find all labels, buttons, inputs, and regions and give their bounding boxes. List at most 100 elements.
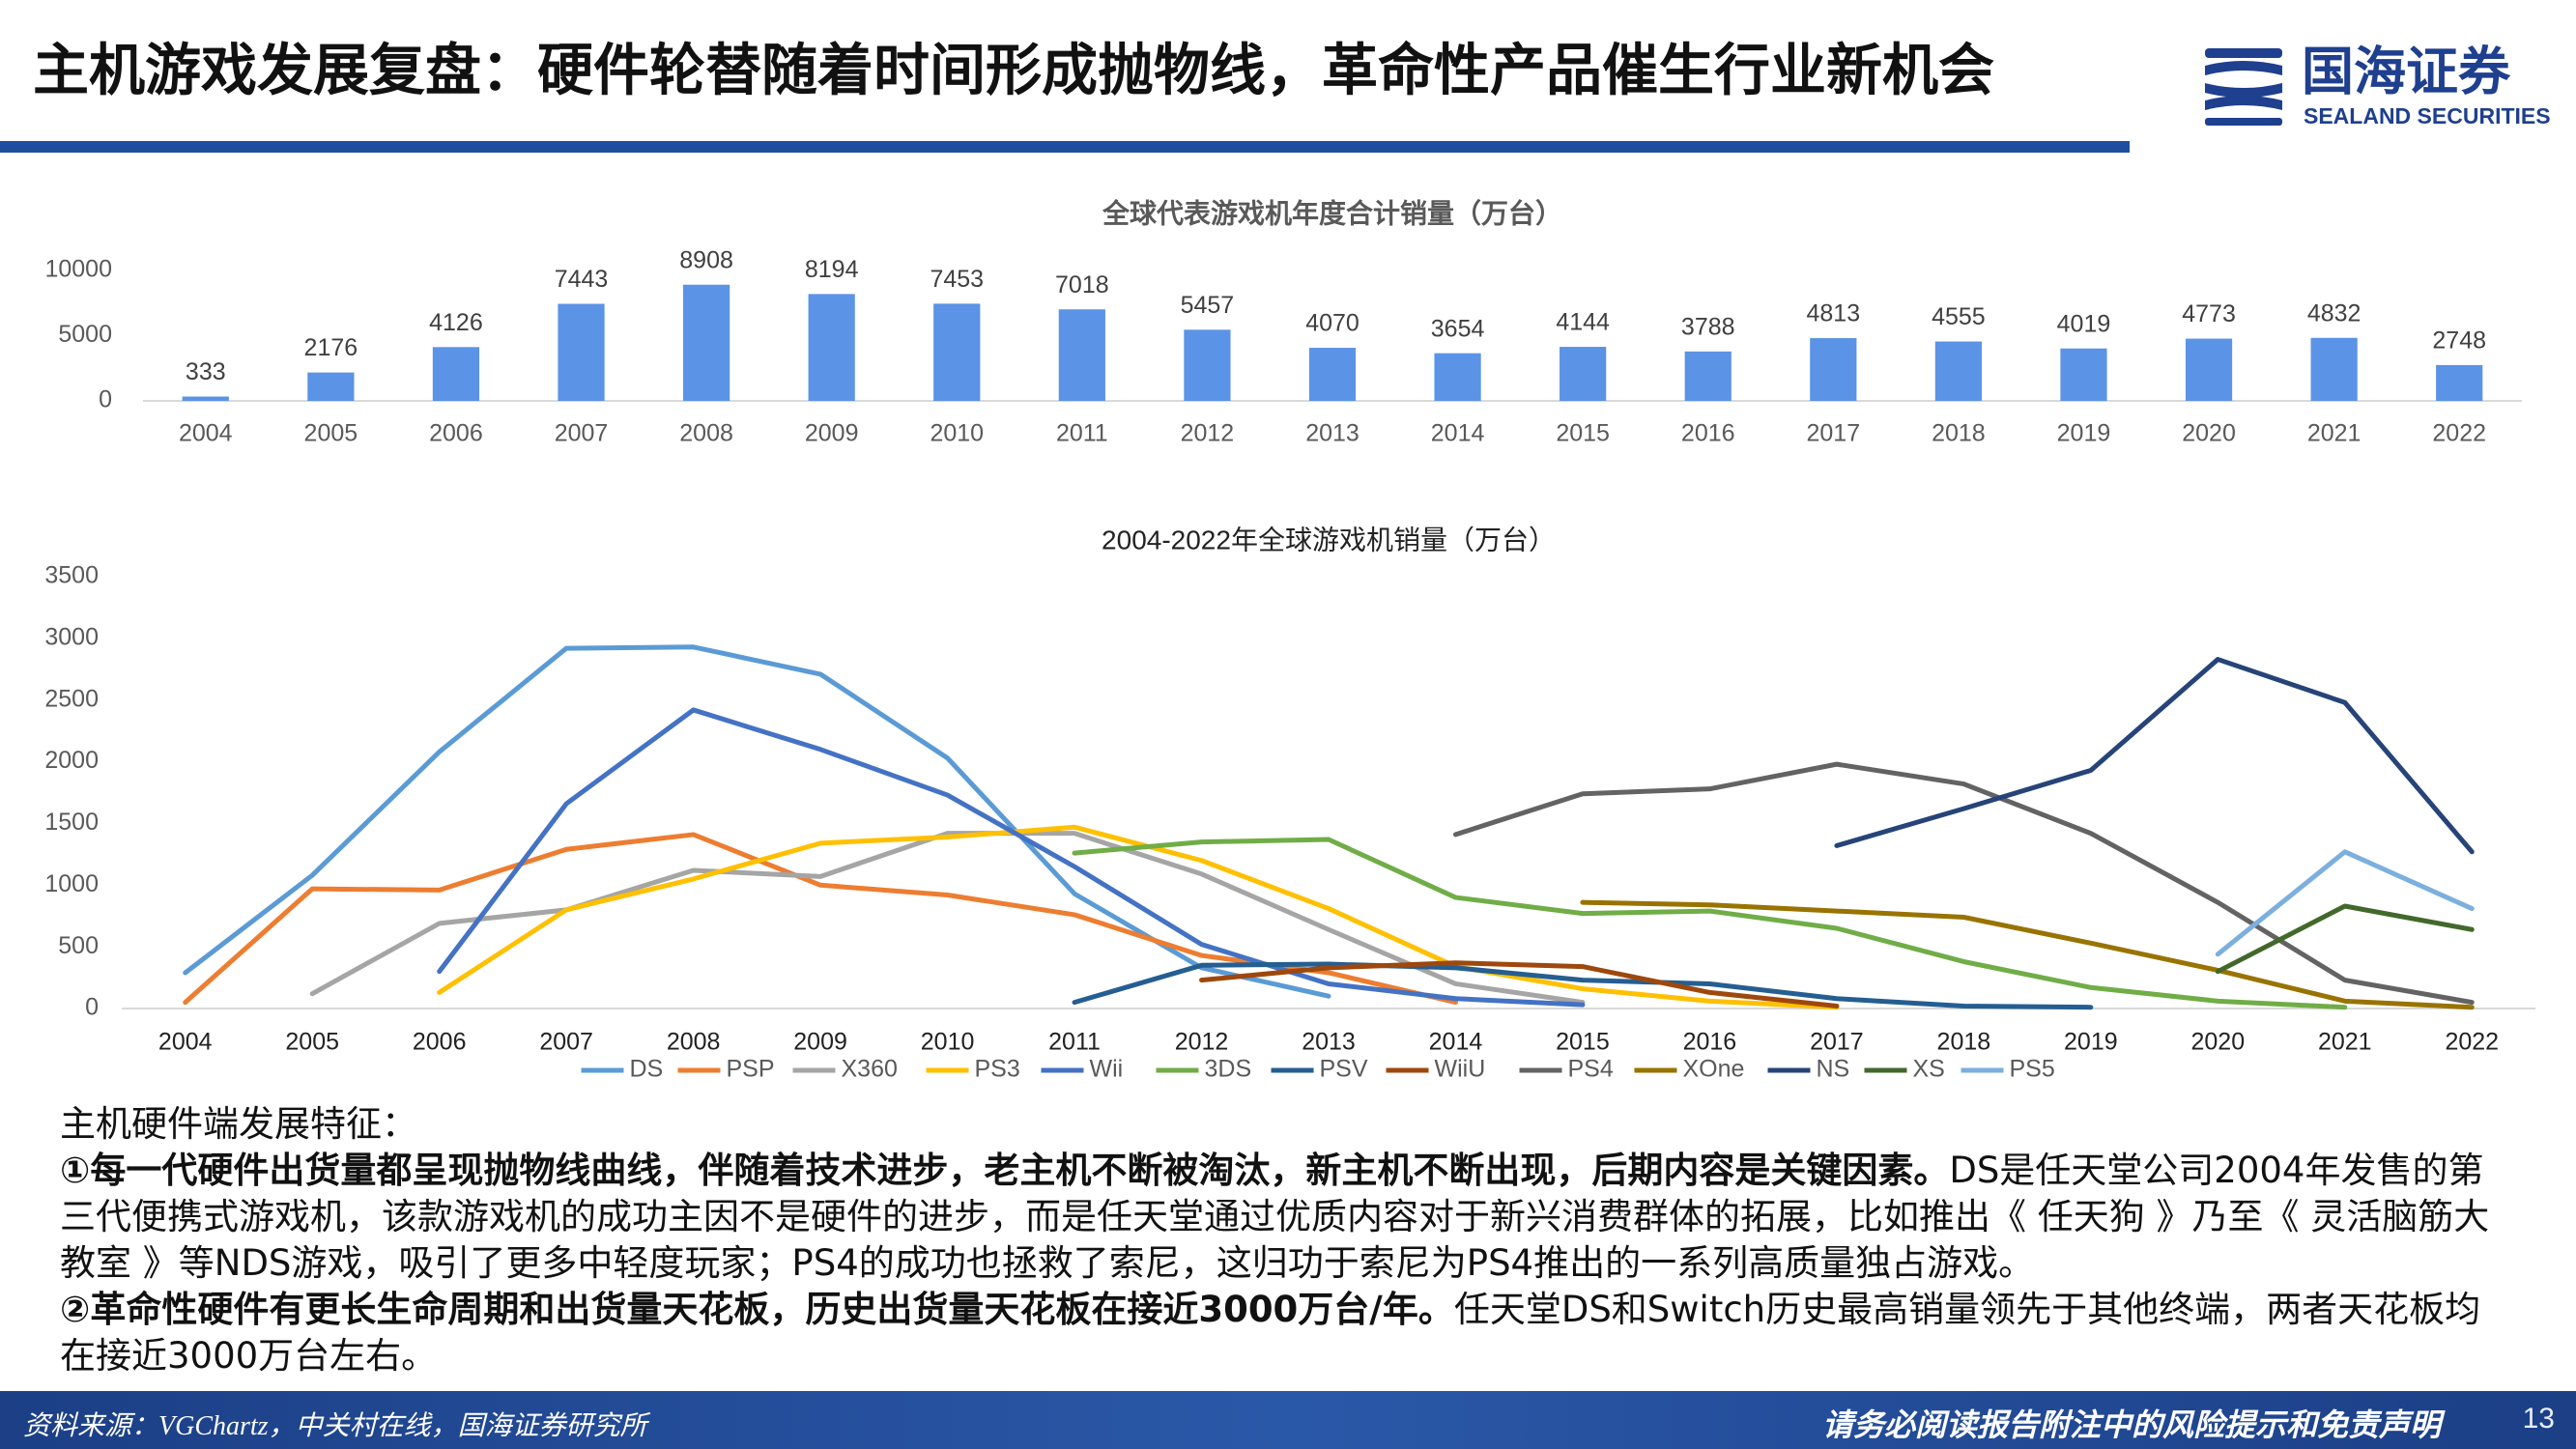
x-tick-label: 2010 — [930, 420, 984, 447]
y-tick-label: 3500 — [44, 562, 99, 589]
series-line — [1452, 761, 2475, 1006]
data-label: 8194 — [805, 256, 859, 283]
x-tick-label: 2017 — [1807, 420, 1861, 447]
bar — [808, 294, 855, 401]
y-tick-label: 10000 — [44, 256, 112, 283]
series-line — [1072, 837, 2348, 1010]
slide-graphics: 主机游戏发展复盘：硬件轮替随着时间形成抛物线，革命性产品催生行业新机会 国海证券… — [0, 39, 2551, 1083]
x-tick-label: 2012 — [1175, 1029, 1229, 1056]
x-tick-label: 2018 — [1937, 1029, 1991, 1056]
point-1-bold: ①每一代硬件出货量都呈现抛物线曲线，伴随着技术进步，老主机不断被淘汰，新主机不断… — [60, 1150, 1950, 1191]
series-line — [1072, 961, 2094, 1010]
x-tick-label: 2007 — [555, 420, 609, 447]
x-tick-label: 2015 — [1556, 1029, 1610, 1056]
y-tick-label: 2000 — [44, 747, 99, 774]
legend-label: NS — [1817, 1056, 1850, 1083]
point-2-bold: ②革命性硬件有更长生命周期和出货量天花板，历史出货量天花板在接近3000万台/年… — [60, 1289, 1454, 1330]
data-label: 2748 — [2432, 327, 2486, 355]
x-tick-label: 2017 — [1810, 1029, 1864, 1056]
legend-label: PS5 — [2010, 1056, 2055, 1083]
legend-label: PSP — [727, 1056, 775, 1083]
bar — [1684, 351, 1732, 401]
data-label: 4126 — [429, 309, 483, 336]
legend-label: PS4 — [1568, 1056, 1614, 1083]
data-label: 8908 — [679, 246, 733, 273]
x-tick-label: 2015 — [1556, 420, 1610, 447]
x-tick-label: 2014 — [1431, 420, 1485, 447]
x-tick-label: 2008 — [667, 1029, 721, 1056]
data-label: 4070 — [1305, 310, 1360, 337]
bar — [182, 396, 229, 401]
logo-en: SEALAND SECURITIES — [2304, 103, 2551, 128]
series-line — [2215, 849, 2475, 957]
legend-label: X360 — [842, 1056, 898, 1083]
legend-label: 3DS — [1205, 1056, 1252, 1083]
x-tick-label: 2022 — [2445, 1029, 2499, 1056]
data-label: 7018 — [1055, 271, 1109, 298]
x-tick-label: 2008 — [679, 420, 733, 447]
x-tick-label: 2006 — [429, 420, 483, 447]
y-tick-label: 1000 — [44, 870, 99, 897]
series-line — [1199, 960, 1840, 1009]
y-tick-label: 1500 — [44, 809, 99, 836]
x-tick-label: 2021 — [2318, 1029, 2372, 1056]
data-label: 4144 — [1556, 309, 1610, 336]
page-number: 13 — [2522, 1403, 2555, 1435]
bar — [2060, 348, 2107, 401]
point-2: ②革命性硬件有更长生命周期和出货量天花板，历史出货量天花板在接近3000万台/年… — [60, 1287, 2514, 1379]
header-rule — [0, 141, 2130, 153]
logo-cn: 国海证券 — [2302, 43, 2511, 100]
bar — [432, 347, 480, 401]
point-1: ①每一代硬件出货量都呈现抛物线曲线，伴随着技术进步，老主机不断被淘汰，新主机不断… — [60, 1148, 2514, 1287]
logo-icon — [2205, 48, 2282, 126]
x-tick-label: 2013 — [1302, 1029, 1356, 1056]
point-2-text: 任天堂DS和Switch历史最高销量领先于其他终端，两者天花板均在接近3000万… — [60, 1289, 2481, 1377]
x-tick-label: 2020 — [2191, 1029, 2246, 1056]
data-label: 7443 — [555, 266, 609, 293]
legend-label: PS3 — [975, 1056, 1020, 1083]
footer: 资料来源：VGChartz，中关村在线，国海证券研究所 请务必阅读报告附注中的风… — [0, 1391, 2576, 1449]
data-label: 4773 — [2182, 300, 2236, 327]
chart-title: 全球代表游戏机年度合计销量（万台） — [1102, 197, 1562, 228]
data-label: 3654 — [1431, 315, 1485, 342]
data-label: 7453 — [930, 266, 984, 293]
legend-label: XS — [1913, 1056, 1945, 1083]
disclaimer: 请务必阅读报告附注中的风险提示和免责声明 — [1821, 1406, 2441, 1443]
bar — [683, 284, 730, 401]
y-tick-label: 3000 — [44, 623, 99, 650]
text-heading: 主机硬件端发展特征： — [60, 1103, 417, 1145]
bar — [307, 372, 355, 401]
series-line — [437, 824, 1840, 1010]
bar — [2436, 364, 2483, 401]
y-tick-label: 5000 — [58, 321, 112, 348]
data-label: 4019 — [2057, 310, 2111, 337]
data-label: 4813 — [1807, 300, 1861, 327]
data-label: 4555 — [1932, 303, 1986, 330]
bar — [2185, 338, 2233, 401]
x-tick-label: 2019 — [2057, 420, 2111, 447]
x-tick-label: 2016 — [1681, 420, 1735, 447]
x-tick-label: 2011 — [1056, 420, 1108, 447]
x-tick-label: 2005 — [304, 420, 358, 447]
series-line — [437, 707, 1586, 1008]
x-tick-label: 2012 — [1181, 420, 1235, 447]
series-line — [309, 831, 1586, 1006]
chart-title: 2004-2022年全球游戏机销量（万台） — [1102, 525, 1556, 554]
x-tick-label: 2005 — [285, 1029, 339, 1056]
series-line — [1834, 657, 2475, 855]
y-tick-label: 0 — [99, 386, 112, 413]
bar — [1184, 329, 1231, 401]
x-tick-label: 2014 — [1429, 1029, 1483, 1056]
series-line — [183, 644, 1331, 999]
bar — [1058, 309, 1105, 401]
series-line — [2215, 903, 2475, 975]
y-tick-label: 0 — [85, 994, 99, 1021]
x-tick-label: 2004 — [179, 420, 233, 447]
x-tick-label: 2007 — [539, 1029, 593, 1056]
data-label: 2176 — [304, 334, 358, 361]
data-label: 3788 — [1681, 313, 1735, 340]
legend-label: XOne — [1683, 1056, 1745, 1083]
x-tick-label: 2022 — [2432, 420, 2486, 447]
x-tick-label: 2018 — [1932, 420, 1986, 447]
data-label: 333 — [186, 358, 226, 385]
